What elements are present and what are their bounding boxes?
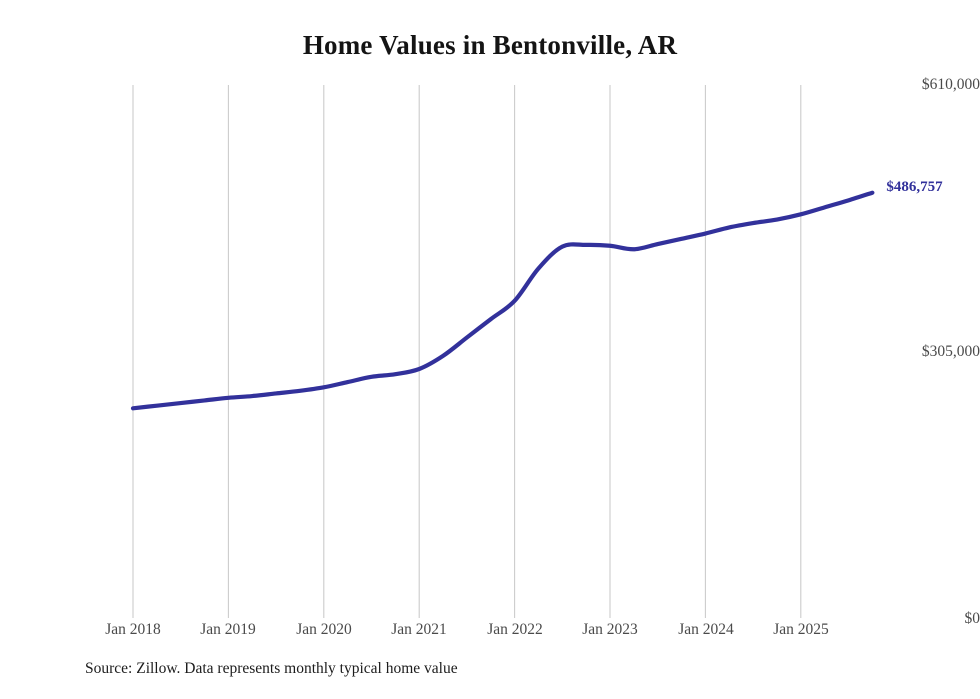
x-axis-tick-label-2025: Jan 2025: [773, 621, 829, 638]
page-title: Home Values in Bentonville, AR: [302, 30, 678, 60]
y-axis-tick-label-mid: $305,000: [921, 343, 980, 360]
x-axis-tick-label-2023: Jan 2023: [582, 621, 638, 638]
x-axis-tick-label-2018: Jan 2018: [105, 621, 161, 638]
x-axis-tick-label-2020: Jan 2020: [296, 621, 352, 638]
y-axis-tick-label-bottom: $0: [964, 610, 980, 627]
x-axis-tick-label-2021: Jan 2021: [391, 621, 447, 638]
source-note: Source: Zillow. Data represents monthly …: [85, 660, 458, 677]
gridline-group: [132, 85, 802, 618]
end-value-annotation: $486,757: [886, 178, 943, 195]
x-axis-tick-label-2019: Jan 2019: [200, 621, 256, 638]
x-axis-tick-label-2022: Jan 2022: [487, 621, 543, 638]
y-axis-tick-label-top: $610,000: [921, 76, 980, 93]
series-line-typical-home-value: [130, 190, 875, 411]
x-axis-tick-label-2024: Jan 2024: [678, 621, 734, 638]
